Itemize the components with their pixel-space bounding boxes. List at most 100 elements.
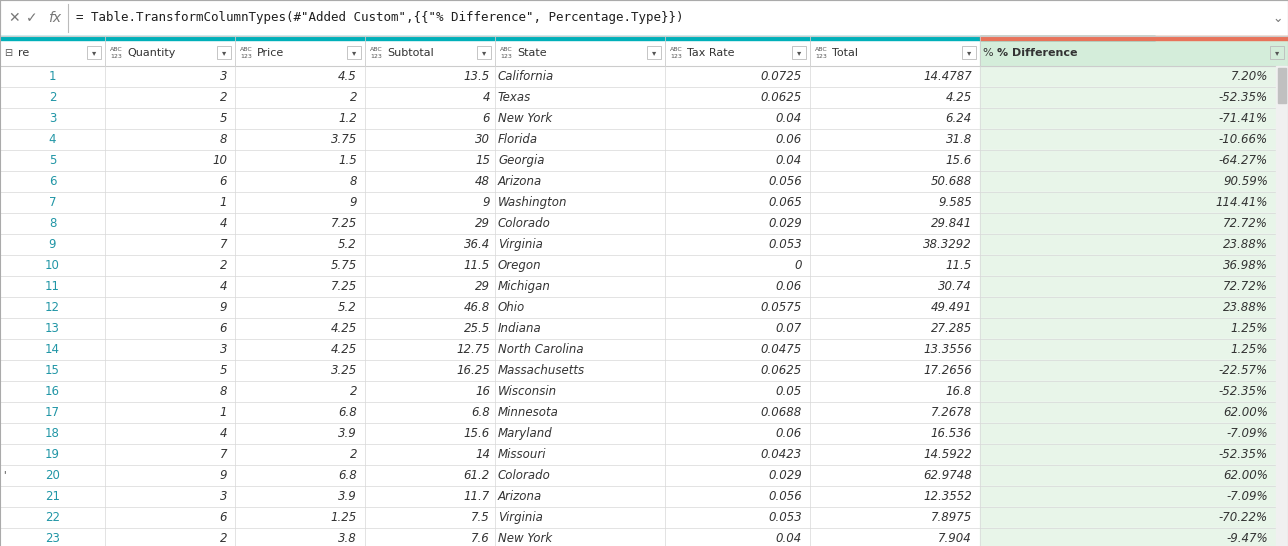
Text: 3: 3 [219, 70, 227, 83]
Bar [980, 339, 1288, 360]
Text: -7.09%: -7.09% [1226, 427, 1267, 440]
Text: Texas: Texas [498, 91, 531, 104]
Bar [216, 46, 231, 59]
Text: 7: 7 [219, 238, 227, 251]
Text: 1.25: 1.25 [331, 511, 357, 524]
Text: Michigan: Michigan [498, 280, 551, 293]
Text: 20: 20 [45, 469, 61, 482]
Text: 1.5: 1.5 [339, 154, 357, 167]
Text: 15: 15 [45, 364, 61, 377]
Text: 27.285: 27.285 [931, 322, 972, 335]
Text: 0.065: 0.065 [768, 196, 802, 209]
Bar [980, 528, 1288, 546]
Text: 16.8: 16.8 [945, 385, 972, 398]
Text: 7.5: 7.5 [471, 511, 489, 524]
Text: 0: 0 [795, 259, 802, 272]
Bar [980, 150, 1288, 171]
Text: 3.8: 3.8 [339, 532, 357, 545]
Text: 5: 5 [219, 112, 227, 125]
Bar [980, 192, 1288, 213]
Text: 8: 8 [349, 175, 357, 188]
Text: ✓: ✓ [26, 11, 37, 25]
Text: 13: 13 [45, 322, 61, 335]
Text: 4.25: 4.25 [331, 322, 357, 335]
Text: 25.5: 25.5 [464, 322, 489, 335]
Text: 11.5: 11.5 [464, 259, 489, 272]
Text: 6.24: 6.24 [945, 112, 972, 125]
Text: 14: 14 [475, 448, 489, 461]
Text: 30: 30 [475, 133, 489, 146]
Text: ABC: ABC [815, 47, 828, 52]
Bar [1270, 46, 1284, 59]
Text: 6.8: 6.8 [339, 469, 357, 482]
Bar [980, 36, 1288, 40]
Text: New York: New York [498, 112, 553, 125]
Text: 9: 9 [49, 238, 57, 251]
Text: Maryland: Maryland [498, 427, 553, 440]
Text: 7.25: 7.25 [331, 217, 357, 230]
Text: ▾: ▾ [652, 49, 656, 57]
Text: Ohio: Ohio [498, 301, 526, 314]
Text: 6.8: 6.8 [339, 406, 357, 419]
Text: 3: 3 [219, 490, 227, 503]
Text: 6: 6 [219, 175, 227, 188]
Text: 0.029: 0.029 [768, 217, 802, 230]
Text: 7: 7 [49, 196, 57, 209]
Text: Minnesota: Minnesota [498, 406, 559, 419]
Text: ▾: ▾ [352, 49, 355, 57]
Bar [980, 318, 1288, 339]
Text: 10: 10 [213, 154, 227, 167]
Text: -52.35%: -52.35% [1218, 448, 1267, 461]
Text: 0.04: 0.04 [775, 154, 802, 167]
Bar [1278, 68, 1285, 103]
Text: 5.75: 5.75 [331, 259, 357, 272]
Text: Arizona: Arizona [498, 175, 542, 188]
Text: 16: 16 [475, 385, 489, 398]
Bar [0, 444, 1288, 465]
Text: Arizona: Arizona [498, 490, 542, 503]
Text: 7: 7 [219, 448, 227, 461]
Text: 9: 9 [219, 469, 227, 482]
Bar [0, 297, 1288, 318]
Text: 4.5: 4.5 [339, 70, 357, 83]
Text: ⌄: ⌄ [1273, 11, 1283, 25]
Bar [0, 129, 1288, 150]
Text: Virginia: Virginia [498, 511, 542, 524]
Text: 2: 2 [49, 91, 57, 104]
Text: 123: 123 [500, 54, 511, 59]
Text: Washington: Washington [498, 196, 568, 209]
Text: 0.04: 0.04 [775, 112, 802, 125]
Text: ▾: ▾ [91, 49, 97, 57]
Bar [980, 465, 1288, 486]
Text: 123: 123 [670, 54, 681, 59]
Bar [980, 276, 1288, 297]
Text: -9.47%: -9.47% [1226, 532, 1267, 545]
Text: 15.6: 15.6 [945, 154, 972, 167]
Text: Missouri: Missouri [498, 448, 546, 461]
Text: Georgia: Georgia [498, 154, 545, 167]
Bar [647, 46, 661, 59]
Text: 4: 4 [49, 133, 57, 146]
Text: 0.056: 0.056 [768, 490, 802, 503]
Text: 1: 1 [49, 70, 57, 83]
Text: 9: 9 [219, 301, 227, 314]
Bar [346, 46, 361, 59]
Text: 3: 3 [219, 343, 227, 356]
Text: ▾: ▾ [1275, 49, 1279, 57]
Text: 4: 4 [483, 91, 489, 104]
Text: ▾: ▾ [482, 49, 486, 57]
Text: 0.06: 0.06 [775, 133, 802, 146]
Bar [980, 87, 1288, 108]
Bar [980, 360, 1288, 381]
Bar [980, 507, 1288, 528]
Text: ▾: ▾ [967, 49, 971, 57]
Text: Subtotal: Subtotal [386, 48, 434, 58]
Text: ✕: ✕ [8, 11, 19, 25]
Text: 17.2656: 17.2656 [923, 364, 972, 377]
Text: 5.2: 5.2 [339, 301, 357, 314]
Text: 31.8: 31.8 [945, 133, 972, 146]
Text: 4: 4 [219, 217, 227, 230]
Text: 14: 14 [45, 343, 61, 356]
Text: 23.88%: 23.88% [1224, 238, 1267, 251]
Text: 3.9: 3.9 [339, 427, 357, 440]
